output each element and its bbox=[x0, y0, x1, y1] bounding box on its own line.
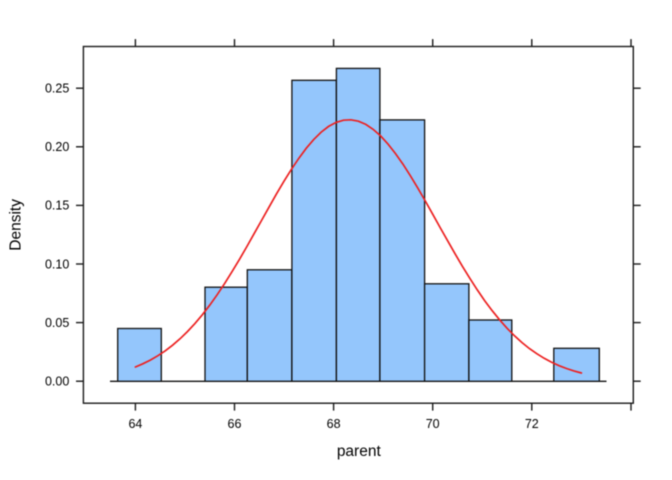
svg-text:0.10: 0.10 bbox=[45, 257, 69, 271]
svg-text:0.25: 0.25 bbox=[45, 82, 69, 96]
svg-text:68: 68 bbox=[327, 417, 341, 431]
svg-text:parent: parent bbox=[337, 443, 382, 460]
svg-text:Density: Density bbox=[8, 199, 25, 251]
svg-text:70: 70 bbox=[426, 417, 440, 431]
svg-text:0.15: 0.15 bbox=[45, 199, 69, 213]
svg-text:0.05: 0.05 bbox=[45, 316, 69, 330]
svg-text:0.20: 0.20 bbox=[45, 140, 69, 154]
svg-text:66: 66 bbox=[228, 417, 242, 431]
svg-text:0.00: 0.00 bbox=[45, 375, 69, 389]
svg-text:64: 64 bbox=[128, 417, 142, 431]
svg-text:72: 72 bbox=[525, 417, 539, 431]
